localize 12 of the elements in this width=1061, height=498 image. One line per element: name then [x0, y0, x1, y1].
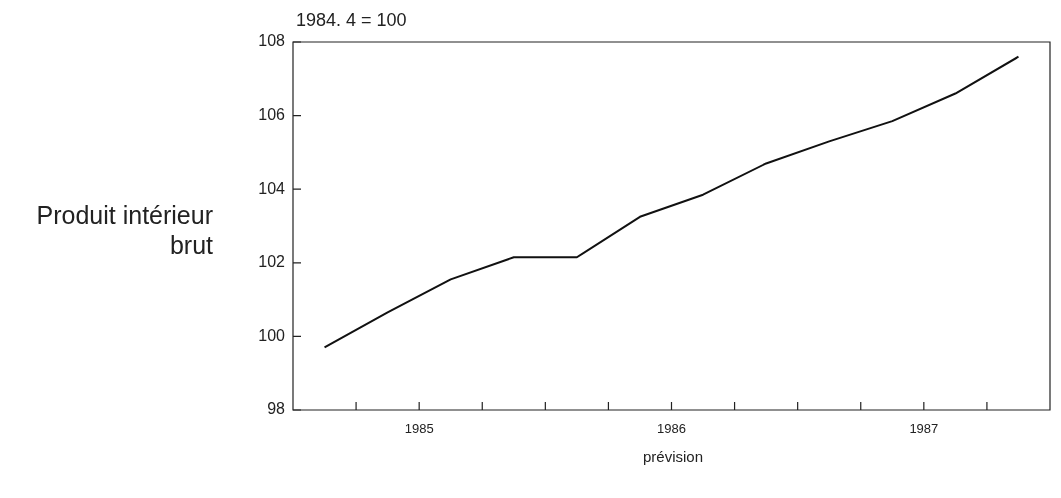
- y-tick-label: 102: [258, 253, 286, 271]
- x-tick-label: 1985: [404, 421, 434, 437]
- y-tick-label: 100: [258, 326, 286, 344]
- x-tick-label: 1987: [909, 421, 939, 437]
- text: Produit intérieur brut: [35, 200, 213, 260]
- text: prévision: [642, 448, 704, 465]
- y-tick-label: 108: [258, 32, 286, 50]
- y-tick-label: 106: [258, 106, 286, 124]
- x-tick-label: 1986: [657, 421, 686, 437]
- y-tick-label: 104: [258, 179, 286, 197]
- y-tick-label: 98: [267, 400, 286, 418]
- y-axis-title: 1984. 4 = 100: [296, 10, 407, 31]
